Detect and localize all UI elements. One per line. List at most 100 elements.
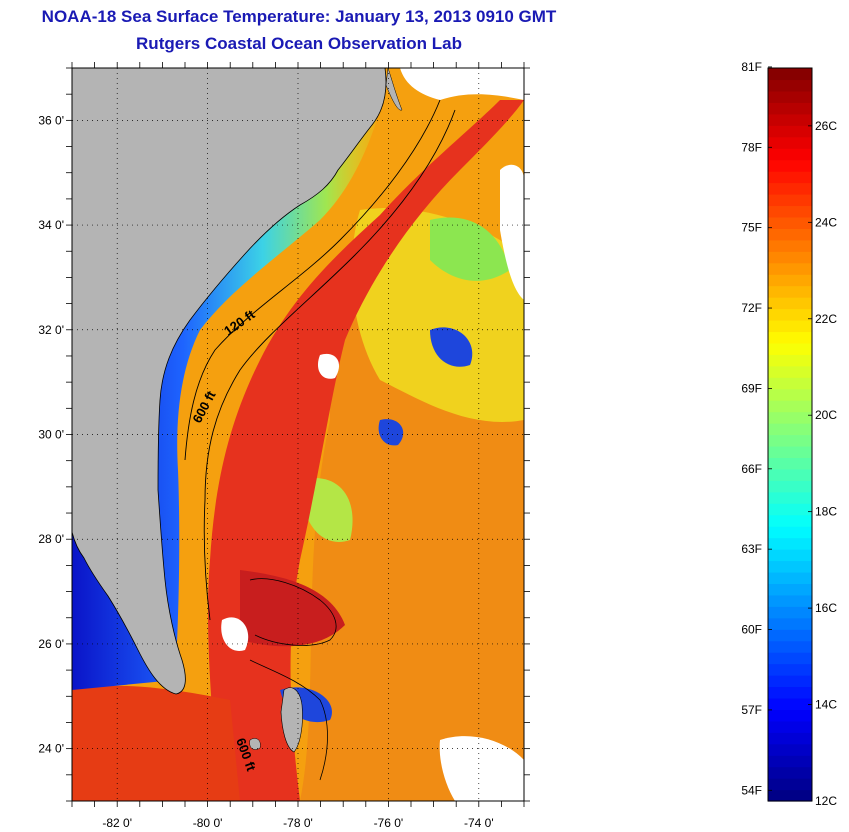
colorbar-c-label: 20C (815, 408, 837, 422)
colorbar-band (768, 365, 812, 378)
southern-warm-water (72, 685, 240, 801)
map-imagery (72, 68, 524, 801)
colorbar-c-label: 26C (815, 119, 837, 133)
isobath-120ft (184, 99, 441, 461)
colorbar-band (768, 331, 812, 344)
colorbar-band (768, 697, 812, 710)
cold-patch-2 (378, 419, 404, 446)
cloud-patch-north (400, 68, 524, 100)
colorbar-f-label: 63F (741, 542, 762, 556)
colorbar-band (768, 709, 812, 722)
colorbar-band (768, 675, 812, 688)
colorbar-band (768, 606, 812, 619)
colorbar-band (768, 732, 812, 745)
colorbar-band (768, 766, 812, 779)
colorbar-c-label: 14C (815, 698, 837, 712)
colorbar-band (768, 423, 812, 436)
land-florida-georgia-carolinas (72, 68, 387, 695)
colorbar-band (768, 400, 812, 413)
colorbar-band (768, 159, 812, 172)
colorbar-band (768, 251, 812, 264)
colorbar-bands (768, 68, 812, 802)
lat-label: 24 0' (38, 742, 64, 756)
cloud-patch-mid (317, 353, 340, 379)
colorbar-band (768, 491, 812, 504)
isobath-south (249, 659, 328, 781)
colorbar-f-label: 69F (741, 381, 762, 395)
colorbar-f-label: 72F (741, 301, 762, 315)
colorbar-band (768, 629, 812, 642)
colorbar-band (768, 526, 812, 539)
colorbar-f-label: 81F (741, 60, 762, 74)
colorbar-band (768, 434, 812, 447)
lat-label: 32 0' (38, 323, 64, 337)
cold-patch-1 (430, 327, 473, 367)
colorbar-band (768, 216, 812, 229)
colorbar-band (768, 171, 812, 184)
colorbar-band (768, 411, 812, 424)
colorbar-f-label: 60F (741, 623, 762, 637)
colorbar-band (768, 68, 812, 81)
colorbar-c-label: 12C (815, 794, 837, 808)
colorbar-band (768, 274, 812, 287)
land-andros-island (280, 687, 303, 753)
colorbar-f-label: 78F (741, 140, 762, 154)
colorbar-band (768, 617, 812, 630)
colorbar-f-label: 66F (741, 462, 762, 476)
latitude-labels: 36 0' 34 0' 32 0' 30 0' 28 0' 26 0' 24 0' (38, 113, 64, 755)
map-subtitle: Rutgers Coastal Ocean Observation Lab (136, 34, 462, 53)
colorbar-band (768, 136, 812, 149)
colorbar-frame (767, 67, 813, 802)
colorbar-band (768, 193, 812, 207)
lat-label: 34 0' (38, 218, 64, 232)
colorbar-c-label: 16C (815, 601, 837, 615)
colorbar-band (768, 228, 812, 241)
colorbar-band (768, 90, 812, 103)
colorbar-band (768, 503, 812, 516)
colorbar-band (768, 560, 812, 573)
land-small-island (249, 738, 261, 750)
colorbar-band (768, 583, 812, 596)
colorbar-c-label: 22C (815, 312, 837, 326)
colorbar-band (768, 663, 812, 676)
colorbar-band (768, 377, 812, 390)
map-frame-ticks (66, 62, 530, 807)
colorbar-band (768, 285, 812, 298)
colorbar-band (768, 102, 812, 115)
colorbar-band (768, 789, 812, 802)
colorbar-f-label: 54F (741, 783, 762, 797)
colorbar-band (768, 445, 812, 459)
colorbar-band (768, 148, 812, 161)
colorbar-c-label: 24C (815, 215, 837, 229)
isobath-bahama-bank (249, 578, 337, 646)
land-outer-banks (385, 68, 403, 111)
colorbar-band (768, 514, 812, 527)
colorbar-band (768, 468, 812, 481)
ocean-green-patch (430, 217, 510, 281)
colorbar-band (768, 686, 812, 699)
cloud-patch-bahamas (221, 617, 249, 651)
map-title: NOAA-18 Sea Surface Temperature: January… (41, 7, 557, 26)
colorbar-band (768, 342, 812, 355)
colorbar-band (768, 549, 812, 562)
cloud-patch-east (500, 164, 524, 300)
colorbar-band (768, 755, 812, 768)
lat-label: 26 0' (38, 637, 64, 651)
lat-label: 36 0' (38, 113, 64, 127)
cloud-patch-south (439, 736, 524, 801)
colorbar-band (768, 640, 812, 653)
warm-eddy (240, 570, 345, 647)
colorbar-fahrenheit-labels: 81F 78F 75F 72F 69F 66F 63F 60F 57F 54F (741, 60, 772, 797)
map-grid (72, 68, 524, 801)
colorbar-band (768, 308, 812, 321)
colorbar-f-label: 75F (741, 221, 762, 235)
colorbar-celsius-labels: 26C 24C 22C 20C 18C 16C 14C 12C (808, 119, 837, 808)
colorbar-band (768, 79, 812, 92)
lon-label: -80 0' (193, 816, 223, 830)
colorbar-c-label: 18C (815, 505, 837, 519)
colorbar-band (768, 205, 812, 218)
lon-label: -78 0' (283, 816, 313, 830)
colorbar-band (768, 182, 812, 195)
colorbar-band (768, 239, 812, 252)
